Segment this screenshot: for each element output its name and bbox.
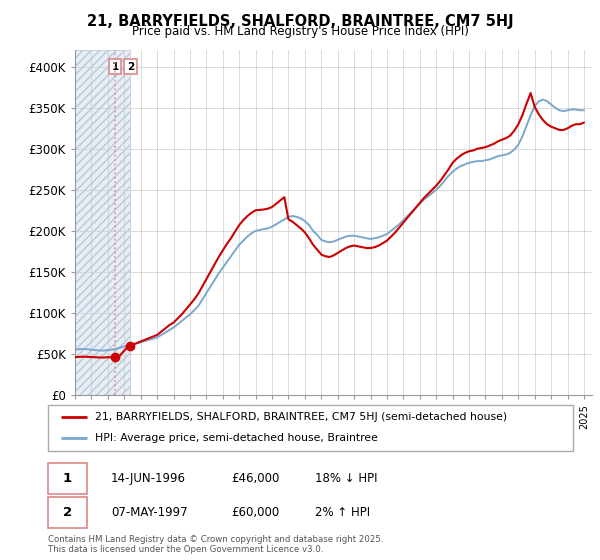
- Text: 2: 2: [127, 62, 134, 72]
- Text: 18% ↓ HPI: 18% ↓ HPI: [315, 472, 377, 485]
- Bar: [75, 50, 130, 395]
- Text: £46,000: £46,000: [231, 472, 280, 485]
- Text: Contains HM Land Registry data © Crown copyright and database right 2025.
This d: Contains HM Land Registry data © Crown c…: [48, 535, 383, 554]
- Text: 14-JUN-1996: 14-JUN-1996: [111, 472, 186, 485]
- Text: 21, BARRYFIELDS, SHALFORD, BRAINTREE, CM7 5HJ: 21, BARRYFIELDS, SHALFORD, BRAINTREE, CM…: [86, 14, 514, 29]
- Text: 2: 2: [63, 506, 72, 519]
- Text: Price paid vs. HM Land Registry's House Price Index (HPI): Price paid vs. HM Land Registry's House …: [131, 25, 469, 38]
- Text: 2% ↑ HPI: 2% ↑ HPI: [315, 506, 370, 519]
- Text: £60,000: £60,000: [231, 506, 279, 519]
- Text: 07-MAY-1997: 07-MAY-1997: [111, 506, 188, 519]
- Text: 21, BARRYFIELDS, SHALFORD, BRAINTREE, CM7 5HJ (semi-detached house): 21, BARRYFIELDS, SHALFORD, BRAINTREE, CM…: [95, 412, 508, 422]
- Text: 1: 1: [63, 472, 72, 485]
- Text: 1: 1: [112, 62, 119, 72]
- Bar: [75, 50, 130, 395]
- Text: HPI: Average price, semi-detached house, Braintree: HPI: Average price, semi-detached house,…: [95, 433, 378, 444]
